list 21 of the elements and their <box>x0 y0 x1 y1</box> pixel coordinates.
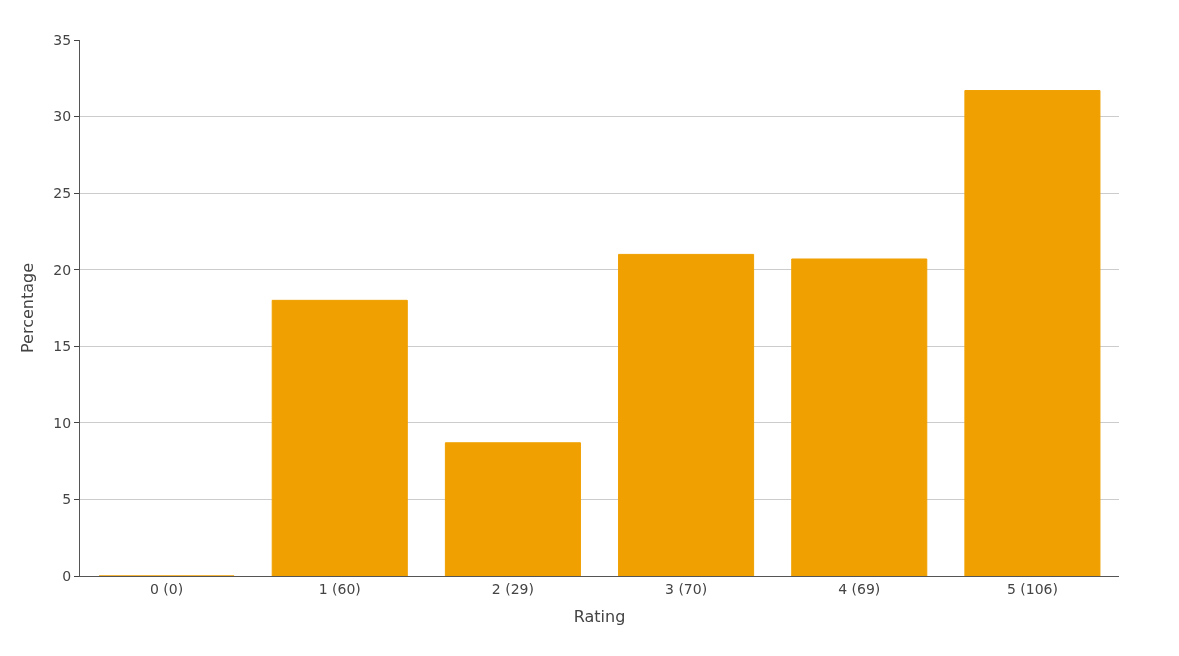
y-axis-title: Percentage <box>18 262 38 354</box>
y-tick-label: 35 <box>53 31 72 48</box>
x-axis-title: Rating <box>573 607 626 627</box>
y-tick-label: 25 <box>53 185 72 202</box>
bar <box>271 299 408 576</box>
x-tick-label: 2 (29) <box>491 580 534 597</box>
x-tick-label: 3 (70) <box>665 580 708 597</box>
y-tick-label: 10 <box>53 414 72 431</box>
bar <box>964 90 1101 576</box>
y-tick-label: 30 <box>53 108 72 125</box>
bar <box>791 258 928 576</box>
x-tick-label: 5 (106) <box>1006 580 1058 597</box>
y-tick-label: 0 <box>62 567 72 584</box>
bar <box>618 253 755 576</box>
x-tick-label: 1 (60) <box>318 580 361 597</box>
x-tick-label: 4 (69) <box>838 580 881 597</box>
x-tick-label: 0 (0) <box>149 580 184 597</box>
y-tick-label: 20 <box>53 261 72 278</box>
bar <box>444 442 581 576</box>
y-tick-label: 15 <box>53 338 72 355</box>
y-tick-label: 5 <box>62 491 72 508</box>
